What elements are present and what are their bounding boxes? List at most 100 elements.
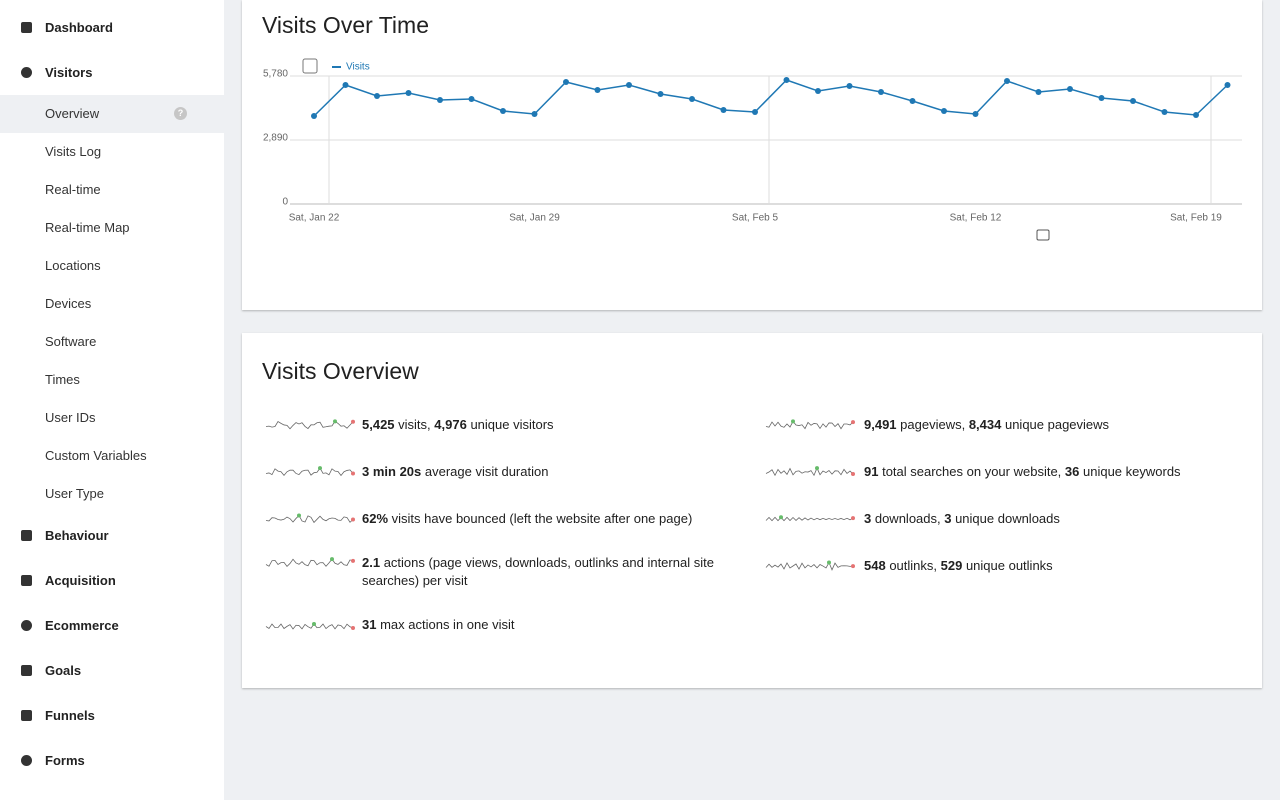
nav-item[interactable]: Software: [0, 323, 224, 361]
sparkline-max: [791, 419, 795, 424]
data-point: [1224, 81, 1231, 88]
metric-text: unique downloads: [951, 511, 1060, 526]
visits-overview-card: Visits Overview 5,425 visits, 4,976 uniq…: [242, 333, 1262, 688]
sparkline-min: [351, 419, 355, 424]
metric-text: unique visitors: [466, 417, 554, 432]
sidebar: Dashboard Visitors Overview? Visits Log Real…: [0, 0, 224, 800]
sparkline-min: [351, 558, 355, 563]
nav-icon: [21, 22, 32, 33]
sparkline: [265, 621, 355, 630]
nav-icon: [21, 530, 32, 541]
nav-item[interactable]: User IDs: [0, 399, 224, 437]
data-point: [342, 81, 349, 88]
nav-icon: [21, 620, 32, 631]
y-tick-label: 2,890: [263, 133, 288, 144]
nav-item[interactable]: Real-time Map: [0, 209, 224, 247]
nav-label: Ecommerce: [45, 618, 119, 633]
sparkline-max: [779, 515, 783, 520]
data-point: [941, 107, 947, 114]
data-point: [374, 92, 380, 99]
metric-text: max actions in one visit: [376, 617, 515, 632]
metric-text: average visit duration: [421, 464, 549, 479]
data-point: [689, 95, 695, 102]
nav-item[interactable]: Custom Variables: [0, 437, 224, 475]
nav-section[interactable]: Ecommerce: [0, 603, 224, 648]
data-point: [815, 87, 821, 94]
sparkline-min: [851, 564, 855, 569]
sparkline: [765, 466, 855, 477]
data-point: [531, 111, 538, 118]
metric-text: visits,: [394, 417, 435, 432]
sparkline-max: [318, 466, 322, 471]
data-point: [1004, 77, 1010, 84]
x-tick-label: Sat, Feb 12: [950, 213, 1002, 224]
data-point: [1067, 85, 1073, 92]
nav-section[interactable]: Goals: [0, 648, 224, 693]
metric-text: pageviews,: [896, 417, 969, 432]
sparkline-path: [265, 514, 354, 524]
nav-label: Forms: [45, 753, 85, 768]
metric-value: 9,491: [864, 417, 897, 432]
help-icon[interactable]: ?: [174, 107, 187, 120]
data-point: [1130, 98, 1136, 105]
sparkline-max: [297, 513, 301, 518]
nav-section[interactable]: Behaviour: [0, 513, 224, 558]
nav-label: Overview: [45, 106, 100, 121]
nav-section[interactable]: Visitors: [0, 50, 224, 95]
nav-label: Acquisition: [45, 573, 116, 588]
metric-text: visits have bounced (left the website af…: [388, 511, 693, 526]
nav-label: Software: [45, 334, 97, 349]
nav-item[interactable]: Devices: [0, 285, 224, 323]
nav-item[interactable]: Times: [0, 361, 224, 399]
metric-value: 3 min 20s: [362, 464, 422, 479]
sparkline-min: [851, 516, 855, 521]
metric-text: unique outlinks: [962, 558, 1053, 573]
nav-label: Visits Log: [45, 144, 102, 159]
overview-item: 9,491 pageviews, 8,434 unique pageviews: [864, 416, 1244, 434]
y-tick-label: 0: [282, 197, 288, 208]
sparkline-min: [351, 471, 355, 476]
nav-section[interactable]: Funnels: [0, 693, 224, 738]
metric-value: 4,976: [434, 417, 467, 432]
sparkline-path: [765, 516, 854, 522]
data-point: [1161, 108, 1168, 115]
metric-text: unique pageviews: [1001, 417, 1110, 432]
nav-item[interactable]: User Type: [0, 475, 224, 513]
x-tick-label: Sat, Feb 19: [1170, 213, 1222, 224]
sparkline-max: [827, 560, 831, 565]
nav-label: Real-time: [45, 182, 101, 197]
metric-value: 91: [864, 464, 879, 479]
nav-icon: [21, 755, 32, 766]
data-point: [783, 76, 790, 83]
y-tick-label: 5,780: [263, 69, 288, 80]
nav-item[interactable]: Visits Log: [0, 133, 224, 171]
nav-section[interactable]: Forms: [0, 738, 224, 783]
sparkline-min: [851, 471, 855, 476]
nav-item[interactable]: Real-time: [0, 171, 224, 209]
annotation-icon[interactable]: [1036, 229, 1050, 241]
data-point: [1193, 111, 1199, 118]
metric-text: downloads,: [871, 511, 945, 526]
metric-value: 3: [944, 511, 952, 526]
metric-text: unique keywords: [1079, 464, 1181, 479]
nav-label: Behaviour: [45, 528, 109, 543]
nav-label: User Type: [45, 486, 105, 501]
chart-type-icon[interactable]: [302, 58, 318, 74]
nav-section[interactable]: Dashboard: [0, 5, 224, 50]
sparkline-path: [265, 420, 354, 430]
nav-item[interactable]: Overview?: [0, 95, 224, 133]
card-title: Visits Over Time: [262, 12, 429, 38]
nav-icon: [21, 575, 32, 586]
nav-section[interactable]: Acquisition: [0, 558, 224, 603]
sparkline-max: [333, 419, 337, 424]
metric-text: total searches on your website,: [878, 464, 1065, 479]
metric-value: 2.1: [362, 555, 381, 570]
nav-item[interactable]: Locations: [0, 247, 224, 285]
metric-value: 548: [864, 558, 886, 573]
chart: 0 2,890 5,780 Sat, Jan 22 Sat, Jan 29 Sat, Fe…: [263, 58, 1242, 241]
nav-label: User IDs: [45, 410, 96, 425]
overview-item: 3 min 20s average visit duration: [362, 463, 747, 481]
sparkline-path: [765, 561, 854, 571]
sparkline: [265, 466, 355, 477]
